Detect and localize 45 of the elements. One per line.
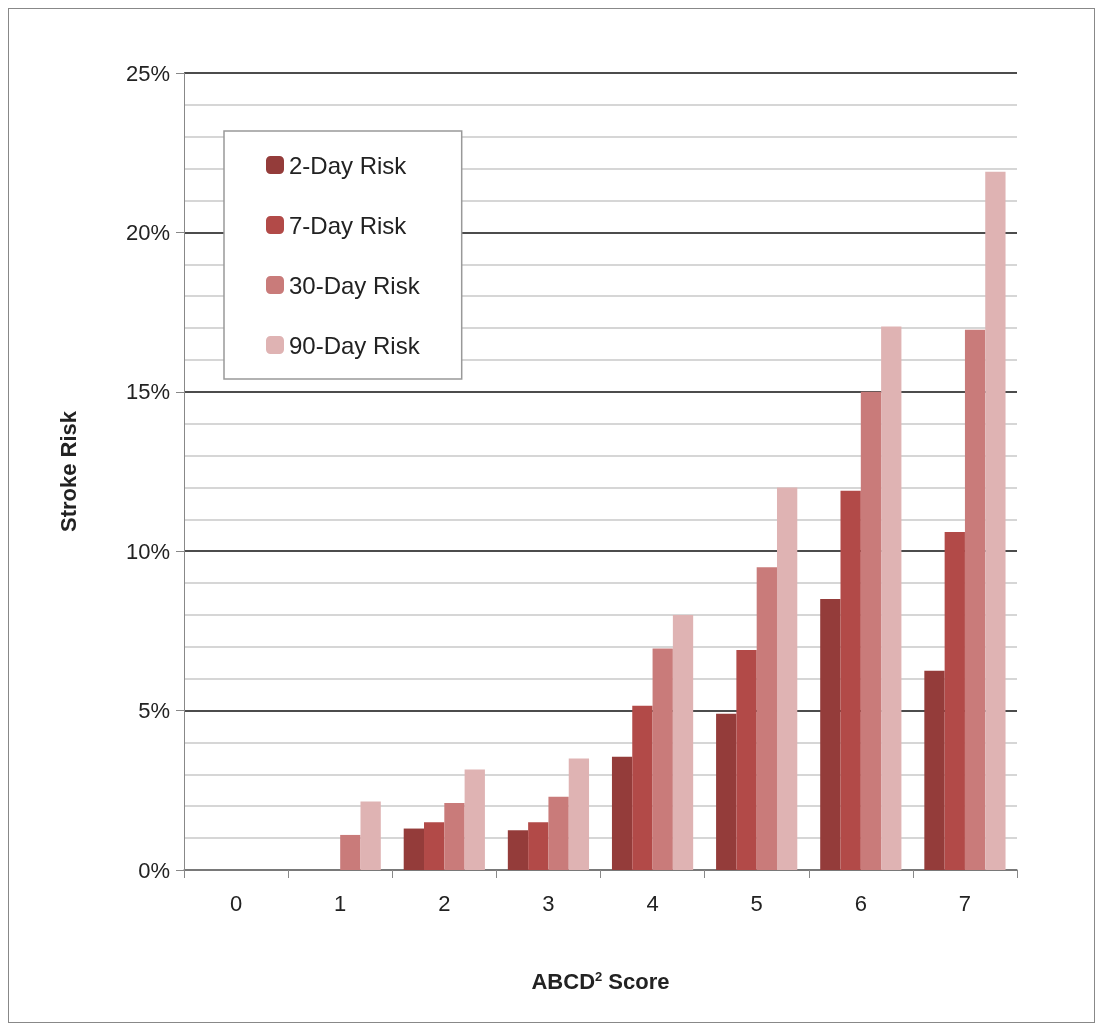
bar (820, 599, 841, 870)
x-tick-label: 5 (750, 890, 763, 916)
bar (840, 490, 861, 870)
bar (568, 758, 590, 870)
bar (881, 326, 902, 870)
bar (716, 713, 737, 870)
legend-label: 7-Day Risk (289, 211, 408, 239)
bar (424, 822, 445, 870)
y-tick-label: 0% (138, 857, 170, 883)
x-tick-label: 2 (438, 890, 451, 916)
y-tick-label: 5% (138, 698, 170, 724)
bar (444, 803, 465, 870)
bar (860, 391, 882, 870)
x-tick-label: 6 (854, 890, 867, 916)
y-tick-label: 25% (125, 60, 170, 86)
y-tick-label: 15% (125, 379, 170, 405)
bar (756, 567, 777, 870)
bar (632, 705, 653, 870)
bar (924, 670, 945, 870)
bar (985, 171, 1006, 870)
bar (528, 822, 549, 870)
x-tick-label: 4 (646, 890, 659, 916)
bar (360, 801, 381, 870)
y-tick-label: 10% (125, 538, 170, 564)
y-tick-label: 20% (125, 219, 170, 245)
bar (403, 828, 425, 870)
bar (776, 487, 798, 870)
bar (736, 650, 757, 870)
legend-label: 90-Day Risk (289, 331, 421, 359)
x-tick-label: 0 (229, 890, 243, 916)
bar (507, 830, 529, 870)
bar (964, 329, 986, 870)
bar (340, 834, 361, 870)
legend-label: 2-Day Risk (289, 151, 408, 179)
bar (464, 769, 485, 870)
y-axis-title: Stroke Risk (55, 410, 81, 533)
bar (944, 532, 965, 870)
legend-label: 30-Day Risk (289, 271, 421, 299)
x-tick-label: 7 (958, 890, 972, 916)
bar (652, 648, 673, 870)
bar (548, 796, 569, 870)
bar (611, 756, 633, 870)
x-tick-label: 3 (542, 890, 555, 916)
x-tick-label: 1 (334, 890, 347, 916)
bar (672, 614, 694, 870)
